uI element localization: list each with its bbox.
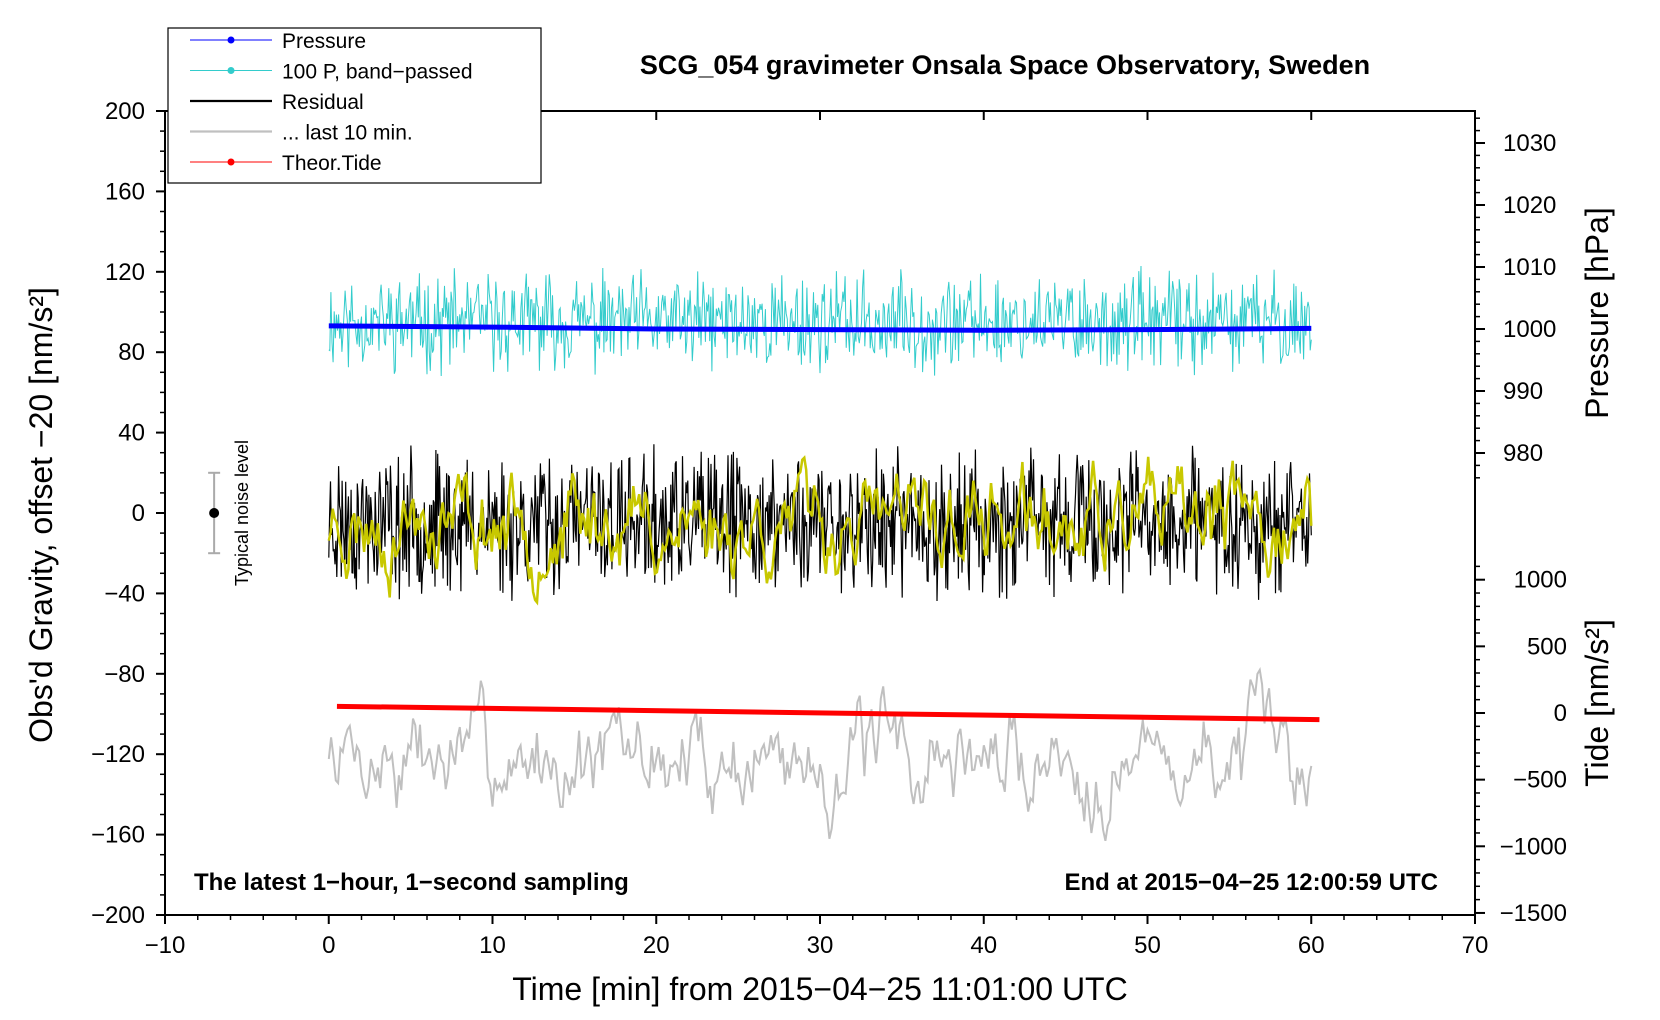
legend-box [167, 27, 542, 184]
y-tick-label: −80 [104, 661, 145, 688]
tide-tick-label: 1000 [1514, 567, 1567, 594]
x-tick-label: 40 [970, 932, 997, 959]
tide-tick-label: 0 [1554, 700, 1567, 727]
legend-label: ... last 10 min. [282, 122, 413, 145]
series-layer [327, 265, 1320, 842]
tide-tick-label: −1000 [1500, 833, 1567, 860]
x-axis-label: Time [min] from 2015−04−25 11:01:00 UTC [512, 971, 1127, 1007]
annotation-sampling: The latest 1−hour, 1−second sampling [194, 869, 629, 896]
legend-label: 100 P, band−passed [282, 61, 473, 84]
x-tick-label: 10 [479, 932, 506, 959]
series-residual-line [328, 444, 1312, 602]
series-smoothed-residual-line [327, 455, 1313, 606]
y-tick-label: −120 [91, 741, 145, 768]
y-axis-label: Obs'd Gravity, offset −20 [nm/s²] [23, 287, 59, 743]
y-tick-label: 160 [105, 178, 145, 205]
x-tick-label: −10 [145, 932, 186, 959]
pressure-tick-label: 980 [1503, 440, 1543, 467]
legend-marker [227, 36, 235, 44]
pressure-tick-label: 1030 [1503, 130, 1556, 157]
noise-bar-label: Typical noise level [232, 440, 252, 586]
x-tick-label: 60 [1298, 932, 1325, 959]
annotation-end-time: End at 2015−04−25 12:00:59 UTC [1064, 869, 1438, 896]
pressure-tick-label: 1010 [1503, 254, 1556, 281]
noise-level-bar: Typical noise level [208, 440, 252, 586]
series-last-10-min-line [327, 666, 1313, 842]
series-pressure-line [328, 323, 1312, 333]
x-tick-label: 30 [807, 932, 834, 959]
pressure-tick-label: 1020 [1503, 192, 1556, 219]
legend-marker [227, 67, 235, 74]
chart-title: SCG_054 gravimeter Onsala Space Observat… [640, 50, 1370, 80]
x-tick-label: 50 [1134, 932, 1161, 959]
noise-bar-point [209, 508, 220, 518]
legend-label: Theor.Tide [282, 152, 382, 175]
legend-label: Pressure [282, 30, 366, 53]
x-tick-label: 0 [322, 932, 335, 959]
y-tick-label: −40 [104, 580, 145, 607]
series-band-passed-line [328, 265, 1312, 377]
y-tick-label: 80 [118, 339, 145, 366]
y-tick-label: −160 [91, 822, 145, 849]
tide-tick-label: 500 [1527, 633, 1567, 660]
y-tick-label: 200 [105, 98, 145, 125]
y-tick-label: 0 [132, 500, 145, 527]
legend-label: Residual [282, 91, 364, 114]
tide-axis-label: Tide [nm/s²] [1579, 619, 1615, 787]
x-tick-label: 70 [1462, 932, 1489, 959]
pressure-axis-label: Pressure [hPa] [1579, 207, 1615, 419]
legend: Pressure 100 P, band−passed Residual ... la… [167, 27, 542, 184]
series-theoretical-tide-line [336, 703, 1320, 723]
y-tick-label: 40 [118, 420, 145, 447]
tide-tick-label: −1500 [1500, 900, 1567, 927]
pressure-tick-label: 990 [1503, 378, 1543, 405]
axes-layer: −10 0 10 20 30 40 50 60 70−200−160−120−80−400408… [91, 98, 1567, 959]
pressure-tick-label: 1000 [1503, 316, 1556, 343]
legend-marker [227, 158, 235, 166]
tide-tick-label: −500 [1513, 767, 1567, 794]
y-tick-label: 120 [105, 259, 145, 286]
y-tick-label: −200 [91, 902, 145, 929]
x-tick-label: 20 [643, 932, 670, 959]
